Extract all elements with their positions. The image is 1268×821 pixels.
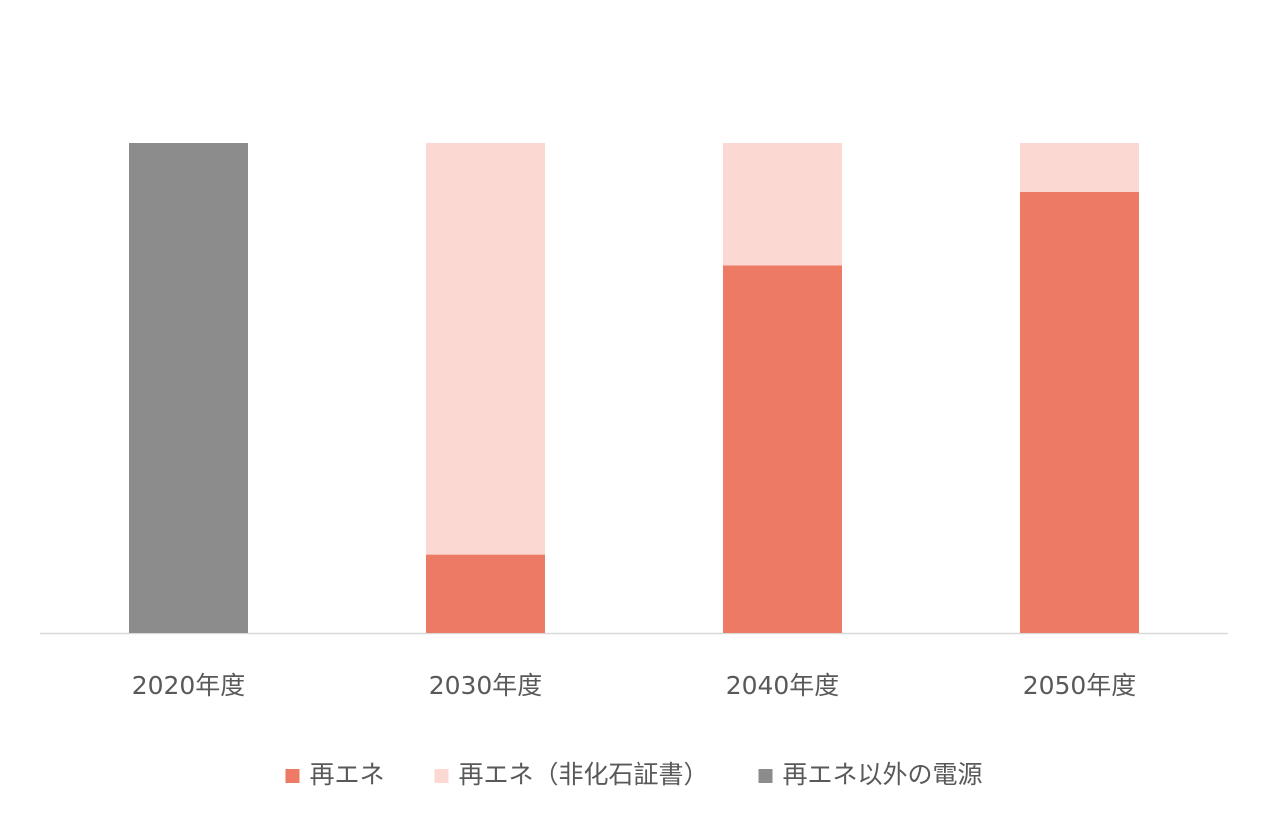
bar-segment [723, 265, 842, 633]
bar-segment [426, 554, 545, 633]
bar-segment [1020, 143, 1139, 192]
legend-label: 再エネ以外の電源 [783, 760, 983, 789]
legend-swatch [285, 769, 300, 783]
x-tick-label: 2030年度 [429, 671, 543, 700]
bar-segment [1020, 192, 1139, 633]
x-tick-label: 2020年度 [132, 671, 246, 700]
legend-swatch [758, 769, 773, 783]
bar-segment [723, 143, 842, 266]
x-tick-label: 2040年度 [726, 671, 840, 700]
legend-swatch [434, 769, 449, 783]
bar-segment [426, 143, 545, 555]
legend-item: 再エネ（非化石証書） [434, 760, 709, 789]
x-tick-label: 2050年度 [1023, 671, 1137, 700]
legend-item: 再エネ [285, 760, 384, 789]
bar-segment [129, 143, 248, 633]
legend-label: 再エネ [309, 760, 384, 789]
legend-label: 再エネ（非化石証書） [458, 760, 708, 789]
legend-item: 再エネ以外の電源 [758, 760, 983, 789]
